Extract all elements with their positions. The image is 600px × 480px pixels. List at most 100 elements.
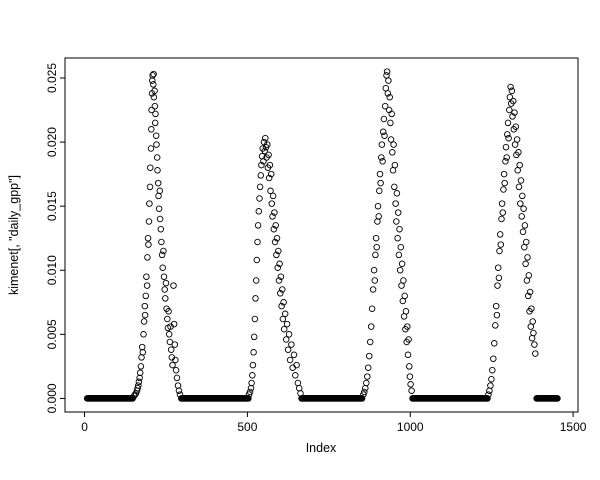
data-point bbox=[269, 192, 277, 200]
data-point bbox=[516, 161, 523, 169]
data-point bbox=[255, 208, 263, 215]
data-point bbox=[280, 325, 288, 333]
data-point bbox=[275, 277, 283, 284]
data-point bbox=[265, 151, 272, 159]
data-point bbox=[524, 254, 531, 261]
data-point bbox=[266, 161, 274, 169]
data-point bbox=[284, 346, 292, 353]
data-point bbox=[141, 302, 149, 310]
y-tick-label: 0.010 bbox=[45, 255, 59, 285]
data-point bbox=[143, 282, 151, 289]
data-point bbox=[254, 238, 261, 246]
data-point bbox=[362, 384, 369, 392]
data-point bbox=[153, 154, 161, 161]
data-point bbox=[358, 395, 366, 402]
data-point bbox=[491, 340, 498, 347]
data-point bbox=[509, 113, 516, 120]
data-point bbox=[248, 379, 255, 387]
data-point bbox=[152, 110, 159, 118]
data-point bbox=[273, 234, 281, 242]
data-point bbox=[297, 390, 304, 397]
data-point bbox=[290, 351, 298, 359]
data-point bbox=[261, 147, 268, 155]
data-point bbox=[407, 381, 414, 388]
data-point bbox=[162, 279, 170, 287]
data-point bbox=[247, 384, 255, 392]
data-point bbox=[361, 388, 368, 396]
data-point bbox=[492, 302, 500, 310]
data-point bbox=[154, 179, 162, 187]
data-point bbox=[264, 141, 271, 148]
data-point bbox=[376, 187, 383, 195]
data-point bbox=[161, 286, 168, 293]
data-point bbox=[499, 209, 507, 216]
data-point bbox=[169, 361, 176, 369]
data-point bbox=[515, 183, 523, 191]
data-point bbox=[493, 311, 501, 319]
data-point bbox=[135, 378, 143, 386]
data-point bbox=[138, 343, 146, 351]
data-point bbox=[176, 391, 184, 398]
data-point bbox=[250, 349, 257, 356]
data-point bbox=[398, 260, 406, 268]
data-point bbox=[511, 109, 518, 116]
y-tick-label: 0.015 bbox=[45, 191, 59, 221]
data-point bbox=[530, 329, 537, 337]
data-point bbox=[383, 68, 391, 75]
data-point bbox=[396, 266, 404, 274]
data-point bbox=[253, 256, 261, 264]
data-point bbox=[395, 251, 403, 259]
data-point bbox=[274, 264, 281, 271]
data-point bbox=[379, 128, 387, 136]
data-point bbox=[378, 141, 386, 148]
data-point bbox=[152, 132, 160, 139]
data-point bbox=[256, 195, 263, 202]
data-point bbox=[513, 136, 521, 143]
data-point bbox=[267, 170, 275, 178]
data-point bbox=[256, 183, 264, 191]
data-point bbox=[532, 350, 539, 357]
data-point bbox=[269, 213, 276, 220]
data-point bbox=[136, 374, 143, 382]
data-point bbox=[488, 375, 495, 383]
data-point bbox=[368, 305, 376, 312]
data-point bbox=[278, 302, 285, 310]
data-point bbox=[143, 273, 150, 280]
x-axis-label: Index bbox=[306, 441, 337, 455]
data-point bbox=[139, 349, 147, 356]
data-point bbox=[522, 238, 530, 246]
data-point bbox=[380, 115, 388, 123]
data-point bbox=[521, 222, 529, 229]
y-tick-label: 0.025 bbox=[45, 63, 59, 93]
data-point bbox=[142, 292, 150, 300]
data-point bbox=[145, 241, 152, 248]
data-point bbox=[279, 286, 286, 293]
data-point bbox=[131, 391, 139, 398]
data-point bbox=[148, 126, 155, 133]
data-point bbox=[393, 218, 400, 225]
data-point bbox=[156, 215, 164, 223]
data-point bbox=[164, 315, 171, 323]
data-point bbox=[526, 288, 534, 296]
data-point bbox=[365, 352, 373, 360]
data-point bbox=[148, 106, 155, 114]
data-point bbox=[292, 372, 299, 379]
data-point bbox=[288, 341, 295, 348]
data-point bbox=[147, 145, 155, 152]
data-point bbox=[252, 277, 260, 284]
data-point bbox=[273, 251, 280, 259]
data-point bbox=[271, 209, 278, 216]
data-point bbox=[487, 382, 494, 389]
data-point bbox=[517, 200, 524, 207]
data-point bbox=[386, 93, 393, 101]
data-point bbox=[293, 361, 300, 369]
data-point bbox=[485, 391, 492, 398]
data-point bbox=[159, 264, 166, 271]
data-point bbox=[515, 149, 522, 156]
data-point bbox=[172, 356, 179, 364]
data-point bbox=[486, 387, 493, 394]
data-point bbox=[151, 102, 159, 110]
data-point bbox=[501, 179, 508, 187]
